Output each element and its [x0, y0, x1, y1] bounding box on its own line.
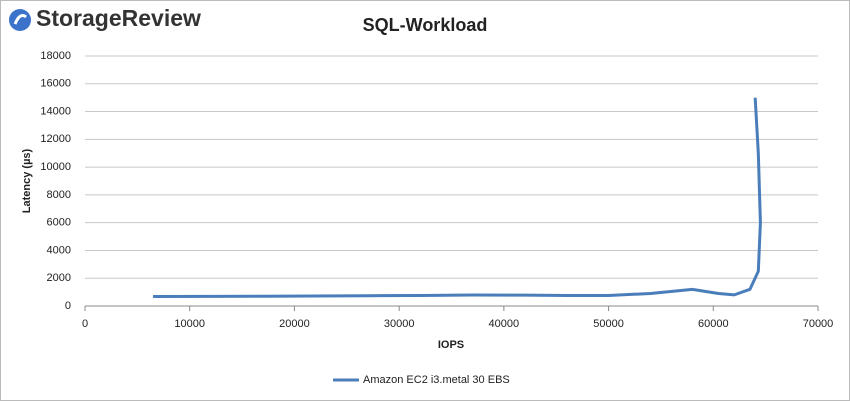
series-line: [153, 97, 762, 299]
x-axis-label: IOPS: [438, 339, 464, 351]
legend-label: Amazon EC2 i3.metal 30 EBS: [363, 374, 510, 386]
y-tick-label: 2000: [47, 272, 71, 284]
y-tick-label: 16000: [40, 78, 71, 90]
x-tick-label: 0: [82, 318, 88, 330]
logo-mark: [13, 14, 27, 25]
x-tick-label: 40000: [489, 318, 520, 330]
x-tick-label: 20000: [279, 318, 310, 330]
y-tick-label: 6000: [47, 217, 71, 229]
y-axis-label: Latency (µs): [21, 148, 33, 213]
y-tick-label: 18000: [40, 50, 71, 62]
x-tick-label: 60000: [698, 318, 729, 330]
x-tick-label: 30000: [384, 318, 415, 330]
x-tick-label: 10000: [174, 318, 205, 330]
logo-icon: [9, 9, 31, 31]
y-tick-label: 10000: [40, 161, 71, 173]
y-tick-label: 4000: [47, 244, 71, 256]
y-tick-label: 8000: [47, 189, 71, 201]
chart-title: SQL-Workload: [363, 15, 488, 35]
y-tick-label: 12000: [40, 133, 71, 145]
brand: StorageReview: [36, 5, 201, 31]
y-tick-label: 0: [65, 300, 71, 312]
x-tick-label: 50000: [593, 318, 624, 330]
y-tick-label: 14000: [40, 105, 71, 117]
x-tick-label: 70000: [803, 318, 834, 330]
